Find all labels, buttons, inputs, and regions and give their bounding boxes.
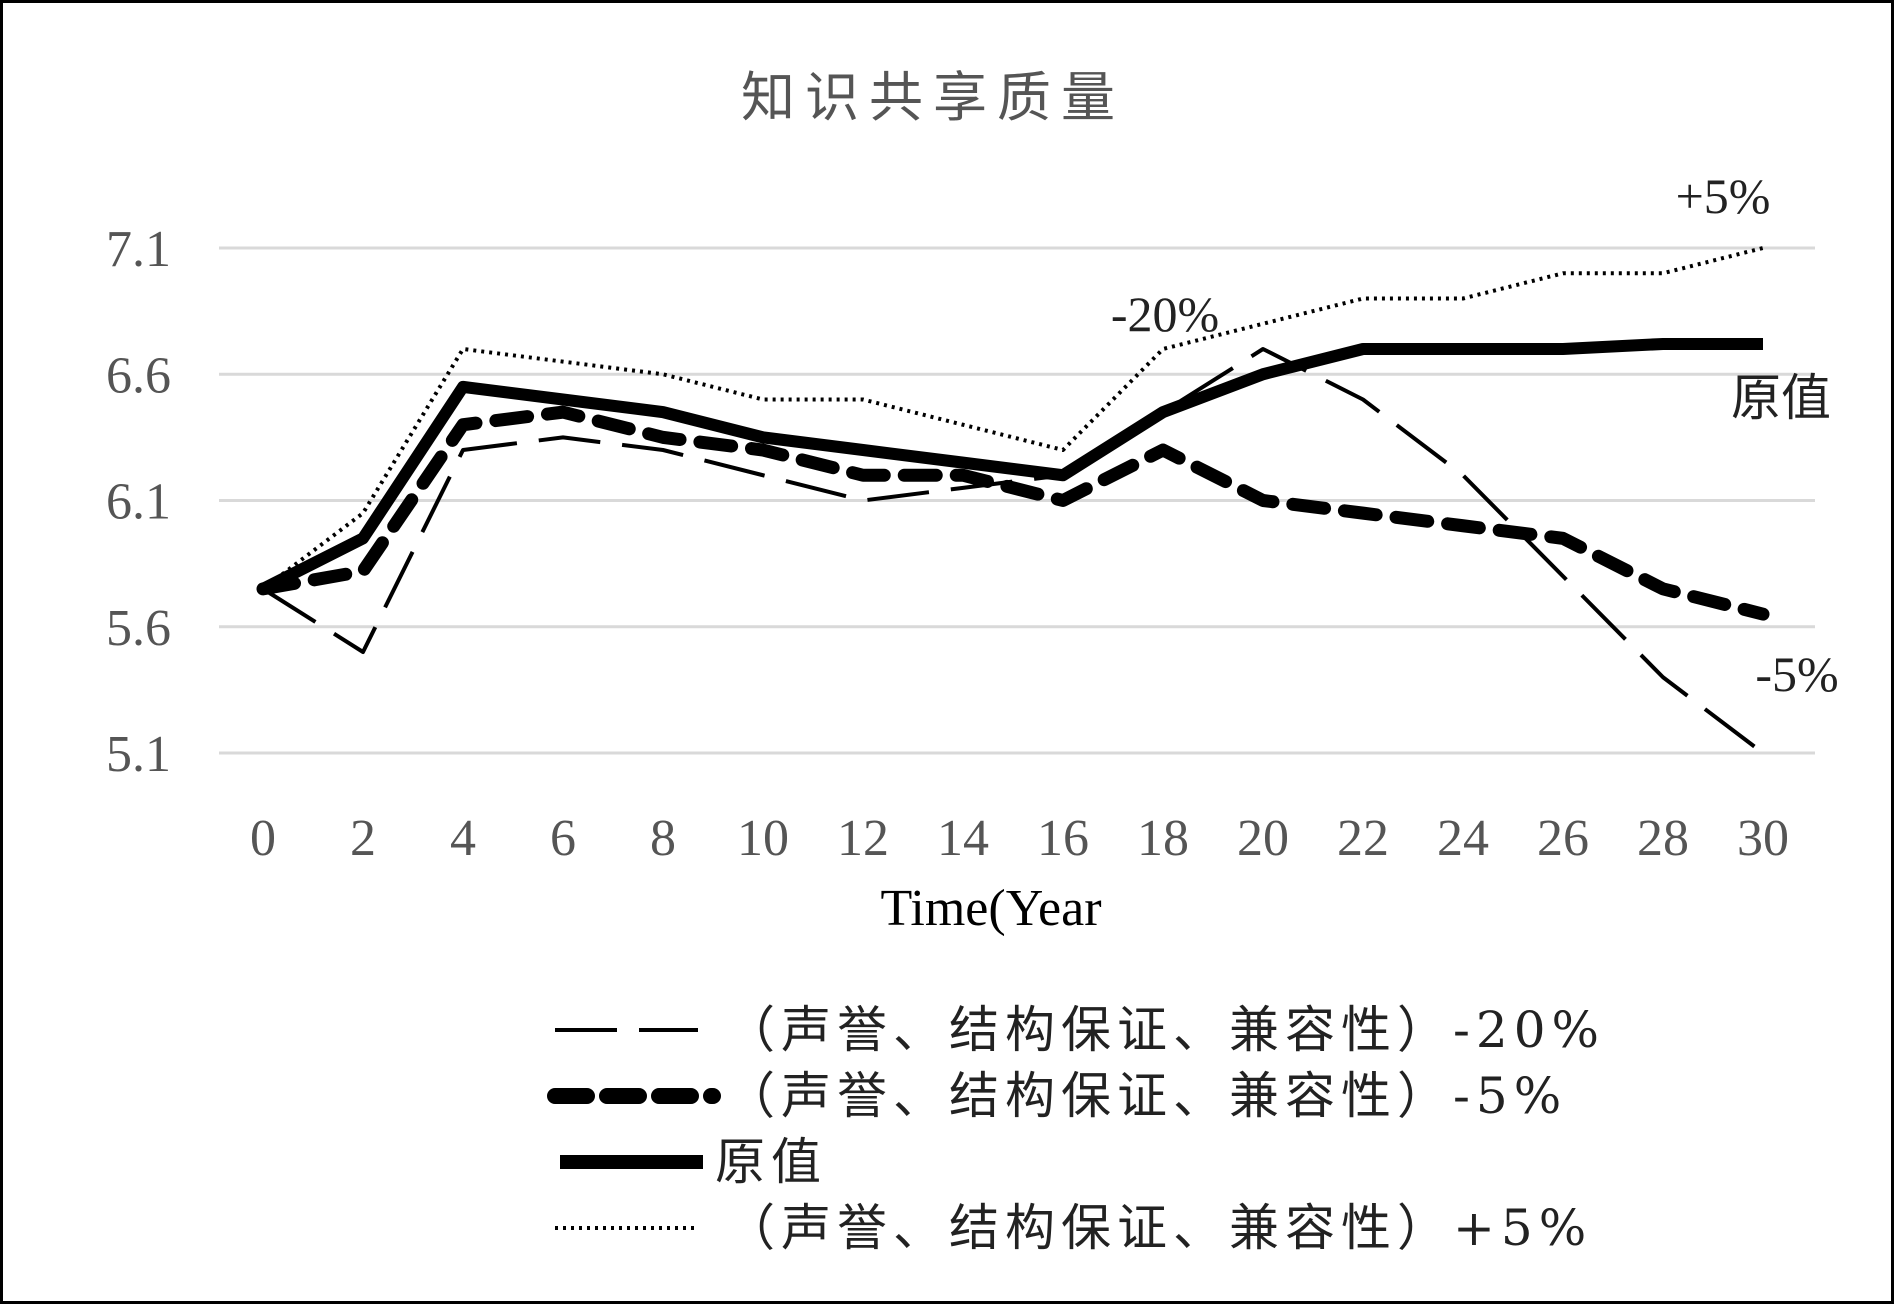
y-tick-label: 6.1 bbox=[106, 474, 171, 531]
x-axis-ticks: 0 2 4 6 8 10 12 14 16 18 20 22 24 26 28 30 bbox=[250, 810, 1789, 867]
x-tick-label: 30 bbox=[1737, 810, 1789, 867]
x-tick-label: 4 bbox=[450, 810, 476, 867]
line-chart: 知识共享质量 7.16.66.15.65.1 0 2 4 6 8 10 12 14 16 18 20… bbox=[106, 66, 1839, 1257]
x-axis-title: Time(Year bbox=[880, 880, 1101, 937]
gridlines bbox=[219, 246, 1815, 755]
x-tick-label: 12 bbox=[837, 810, 889, 867]
x-tick-label: 8 bbox=[650, 810, 676, 867]
x-tick-label: 22 bbox=[1337, 810, 1389, 867]
legend-label-minus-5: （声誉、结构保证、兼容性）-5% bbox=[725, 1067, 1567, 1125]
x-tick-label: 18 bbox=[1137, 810, 1189, 867]
legend-label-plus-5: （声誉、结构保证、兼容性）+5% bbox=[725, 1199, 1592, 1257]
x-tick-label: 10 bbox=[737, 810, 789, 867]
series-minus-20-line bbox=[261, 347, 1765, 755]
x-tick-label: 6 bbox=[550, 810, 576, 867]
series-lines bbox=[256, 246, 1770, 755]
annotation-original: 原值 bbox=[1731, 369, 1831, 427]
legend: （声誉、结构保证、兼容性）-20% （声誉、结构保证、兼容性）-5% 原值 （声… bbox=[547, 1001, 1605, 1257]
series-minus-5-line bbox=[256, 405, 1770, 621]
legend-label-original: 原值 bbox=[715, 1133, 827, 1191]
y-axis-ticks: 7.1 6.6 6.1 5.6 5.1 bbox=[106, 221, 171, 783]
legend-entry-plus-5: （声誉、结构保证、兼容性）+5% bbox=[555, 1199, 1592, 1257]
x-tick-label: 26 bbox=[1537, 810, 1589, 867]
x-tick-label: 2 bbox=[350, 810, 376, 867]
x-tick-label: 0 bbox=[250, 810, 276, 867]
legend-entry-minus-20: （声誉、结构保证、兼容性）-20% bbox=[555, 1001, 1605, 1059]
y-tick-label: 5.1 bbox=[106, 726, 171, 783]
series-plus-5-line bbox=[261, 246, 1764, 591]
annotation-minus-5: -5% bbox=[1755, 646, 1838, 702]
legend-label-minus-20: （声誉、结构保证、兼容性）-20% bbox=[725, 1001, 1605, 1059]
x-tick-label: 16 bbox=[1037, 810, 1089, 867]
annotation-plus-5: +5% bbox=[1676, 168, 1771, 224]
legend-entry-original: 原值 bbox=[560, 1133, 827, 1191]
annotation-minus-20: -20% bbox=[1111, 286, 1219, 342]
x-tick-label: 24 bbox=[1437, 810, 1489, 867]
y-tick-label: 5.6 bbox=[106, 600, 171, 657]
y-tick-label: 7.1 bbox=[106, 221, 171, 278]
y-tick-label: 6.6 bbox=[106, 347, 171, 404]
legend-entry-minus-5: （声誉、结构保证、兼容性）-5% bbox=[547, 1067, 1567, 1125]
chart-title: 知识共享质量 bbox=[741, 66, 1125, 129]
x-tick-label: 14 bbox=[937, 810, 989, 867]
x-tick-label: 28 bbox=[1637, 810, 1689, 867]
series-original-line bbox=[260, 337, 1763, 595]
x-tick-label: 20 bbox=[1237, 810, 1289, 867]
series-annotations: +5% -20% 原值 -5% bbox=[1111, 168, 1839, 702]
